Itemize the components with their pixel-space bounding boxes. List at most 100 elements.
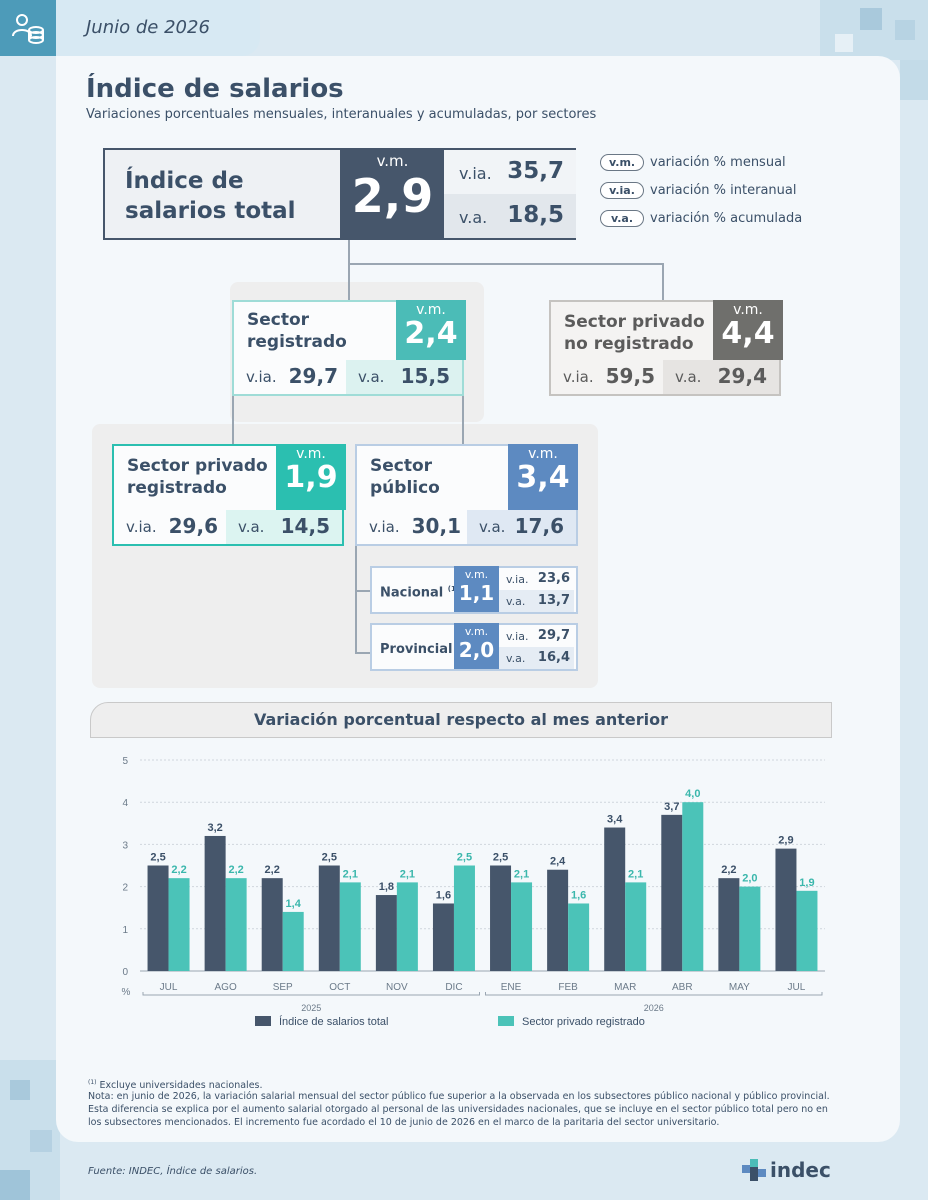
sector-no-registrado-box: Sector privado no registrado v.m. 4,4 v.…: [549, 300, 783, 396]
bar-total: [375, 895, 397, 971]
data-label: 2,1: [628, 868, 643, 880]
legend-text: variación % acumulada: [650, 211, 803, 226]
label-line: Sector privado: [127, 456, 268, 476]
x-tick-label: OCT: [329, 982, 350, 993]
chart-title-bar: Variación porcentual respecto al mes ant…: [90, 702, 832, 738]
total-via-row: v.ia. 35,7: [444, 150, 576, 194]
year-bracket: [485, 992, 823, 996]
label-line: no registrado: [564, 334, 694, 354]
y-tick-label: 5: [122, 756, 128, 767]
bar-privado-registrado: [511, 882, 533, 971]
via-value: 30,1: [411, 514, 461, 538]
data-label: 2,4: [550, 856, 566, 868]
legend-label: Índice de salarios total: [279, 1015, 388, 1028]
x-tick-label: ENE: [501, 982, 522, 993]
va-label: v.a.: [479, 518, 506, 536]
data-label: 1,4: [286, 898, 302, 910]
data-label: 2,2: [171, 864, 186, 876]
label-line: registrado: [247, 332, 347, 352]
total-vm-label: v.m.: [376, 152, 409, 170]
via-label: v.ia.: [369, 518, 400, 536]
legend-item-va: v.a. variación % acumulada: [600, 210, 802, 227]
bar-privado-registrado: [225, 878, 247, 971]
data-label: 4,0: [685, 788, 700, 800]
x-tick-label: MAY: [729, 982, 750, 993]
via-value: 29,7: [537, 628, 570, 643]
va-row: v.a. 29,4: [663, 360, 779, 394]
legend-key: v.a.: [600, 210, 644, 227]
y-tick-label: 2: [122, 883, 128, 894]
bar-privado-registrado: [568, 903, 590, 971]
x-tick-label: ABR: [672, 982, 693, 993]
indec-logo-text: indec: [770, 1158, 831, 1182]
subsector-nacional-box: Nacional (1) v.m. 1,1 v.ia. 23,6 v.a. 13…: [370, 566, 578, 614]
y-tick-label: 0: [122, 967, 128, 978]
bar-total: [432, 903, 454, 971]
data-label: 2,1: [343, 868, 358, 880]
total-index-box: Índice de salarios total v.m. 2,9 v.ia. …: [103, 148, 576, 240]
year-bracket: [142, 992, 480, 996]
chart-title: Variación porcentual respecto al mes ant…: [253, 710, 669, 729]
data-label: 1,6: [436, 889, 451, 901]
vm-value: 2,0: [458, 638, 495, 662]
footnote-text: Excluye universidades nacionales.: [99, 1080, 263, 1092]
va-value: 17,6: [514, 514, 564, 538]
vm-value: 1,9: [284, 460, 338, 495]
bar-privado-registrado: [396, 882, 418, 971]
bar-total: [490, 865, 512, 971]
legend-label: Sector privado registrado: [522, 1016, 645, 1028]
via-label: v.ia.: [506, 630, 529, 643]
via-value: 59,5: [605, 364, 655, 388]
legend-text: variación % interanual: [650, 183, 797, 198]
subsector-provincial-vm: v.m. 2,0: [454, 623, 499, 669]
sector-privado-registrado-vm: v.m. 1,9: [276, 444, 346, 510]
total-vm-value: 2,9: [351, 169, 434, 223]
via-label: v.ia.: [246, 368, 277, 386]
sector-no-registrado-label: Sector privado no registrado: [564, 311, 705, 355]
legend-swatch: [255, 1016, 271, 1026]
legend-item-via: v.ia. variación % interanual: [600, 182, 796, 199]
footnote-1: (1) Excluye universidades nacionales.: [88, 1076, 263, 1092]
via-label: v.ia.: [126, 518, 157, 536]
y-axis-unit: %: [122, 987, 131, 998]
va-label: v.a.: [238, 518, 265, 536]
va-label: v.a.: [506, 595, 526, 608]
indec-logo: indec: [742, 1158, 831, 1182]
sector-publico-label: Sector público: [370, 455, 440, 499]
vm-label: v.m.: [733, 302, 763, 318]
sector-registrado-label: Sector registrado: [247, 309, 347, 353]
data-label: 2,0: [742, 873, 757, 885]
total-label-line2: salarios total: [125, 198, 296, 224]
bar-privado-registrado: [339, 882, 361, 971]
legend-text: variación % mensual: [650, 155, 786, 170]
sector-publico-vm: v.m. 3,4: [508, 444, 578, 510]
x-tick-label: JUL: [788, 982, 806, 993]
page-subtitle: Variaciones porcentuales mensuales, inte…: [86, 107, 597, 122]
label-line: Sector: [247, 310, 310, 330]
bar-privado-registrado: [739, 886, 761, 971]
label-line: Sector: [370, 456, 433, 476]
subsector-nacional-label: Nacional (1): [380, 585, 459, 600]
via-row: v.ia. 30,1: [357, 510, 467, 544]
vm-label: v.m.: [528, 446, 558, 462]
via-row: v.ia. 29,7: [234, 360, 346, 394]
sector-no-registrado-vm: v.m. 4,4: [713, 300, 783, 360]
label-line: registrado: [127, 478, 227, 498]
data-label: 3,4: [607, 814, 623, 826]
via-value: 29,6: [168, 514, 218, 538]
x-tick-label: MAR: [614, 982, 636, 993]
total-vm-cell: v.m. 2,9: [340, 148, 445, 240]
data-label: 2,5: [457, 852, 472, 864]
total-label-line1: Índice de: [125, 168, 244, 194]
bar-total: [661, 814, 683, 971]
vm-value: 3,4: [516, 460, 570, 495]
data-label: 2,5: [322, 852, 337, 864]
legend-key: v.m.: [600, 154, 644, 171]
va-row: v.a. 17,6: [467, 510, 576, 544]
vm-label: v.m.: [416, 302, 446, 318]
bar-total: [261, 878, 283, 971]
x-tick-label: FEB: [558, 982, 578, 993]
va-row: v.a. 16,4: [499, 647, 574, 669]
va-label: v.a.: [358, 368, 385, 386]
x-tick-label: SEP: [273, 982, 293, 993]
